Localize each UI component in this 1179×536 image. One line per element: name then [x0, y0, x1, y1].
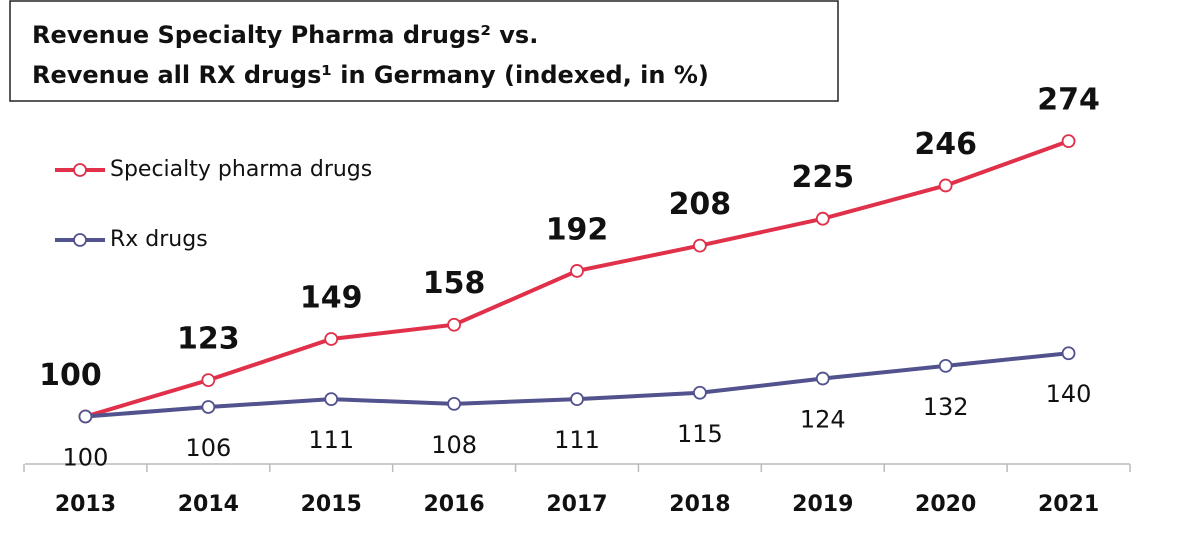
title-box	[9, 0, 839, 102]
x-tick-label: 2021	[1038, 492, 1099, 517]
data-label: 106	[185, 434, 231, 462]
x-tick-label: 2014	[178, 492, 239, 517]
data-label: 208	[669, 187, 732, 222]
point	[201, 400, 216, 414]
data-label: 124	[800, 406, 846, 434]
point	[815, 211, 830, 226]
point	[78, 409, 93, 424]
data-label: 115	[677, 420, 723, 448]
point	[692, 238, 707, 253]
legend-marker	[73, 163, 87, 177]
data-label: 140	[1046, 380, 1092, 408]
point	[938, 178, 953, 193]
x-tick-label: 2015	[301, 492, 362, 517]
point	[1061, 346, 1076, 361]
x-tick-label: 2016	[423, 492, 484, 517]
point	[447, 317, 462, 332]
series-line	[84, 139, 1070, 419]
chart-subtitle: Revenue all RX drugs¹ in Germany (indexe…	[32, 61, 709, 89]
data-label: 158	[423, 266, 486, 301]
point	[201, 373, 216, 388]
x-tick-label: 2020	[915, 492, 976, 517]
data-label: 111	[554, 426, 600, 454]
data-label: 100	[63, 444, 109, 472]
point	[447, 396, 462, 411]
data-label: 108	[431, 431, 477, 459]
data-label: 132	[923, 393, 969, 421]
data-label: 192	[546, 212, 609, 247]
legend-marker	[73, 233, 87, 247]
series-line	[85, 351, 1069, 419]
point	[692, 385, 707, 400]
x-tick-label: 2018	[669, 492, 730, 517]
data-label: 123	[177, 322, 240, 357]
point	[324, 392, 339, 407]
point	[938, 358, 953, 373]
data-label: 100	[39, 358, 102, 393]
point	[324, 332, 339, 346]
x-tick-label: 2013	[55, 492, 116, 517]
x-tick-label: 2017	[546, 492, 607, 517]
point	[570, 264, 584, 278]
data-label: 225	[791, 160, 854, 195]
point	[1061, 134, 1076, 149]
legend-label: Specialty pharma drugs	[110, 157, 372, 182]
point	[570, 392, 584, 407]
data-label: 149	[300, 280, 363, 315]
legend-label: Rx drugs	[110, 227, 208, 252]
data-label: 246	[914, 127, 977, 162]
x-tick-label: 2019	[792, 492, 853, 517]
chart-title: Revenue Specialty Pharma drugs² vs.	[32, 21, 538, 49]
data-label: 111	[308, 426, 354, 454]
point	[815, 371, 830, 386]
data-label: 274	[1037, 83, 1100, 118]
